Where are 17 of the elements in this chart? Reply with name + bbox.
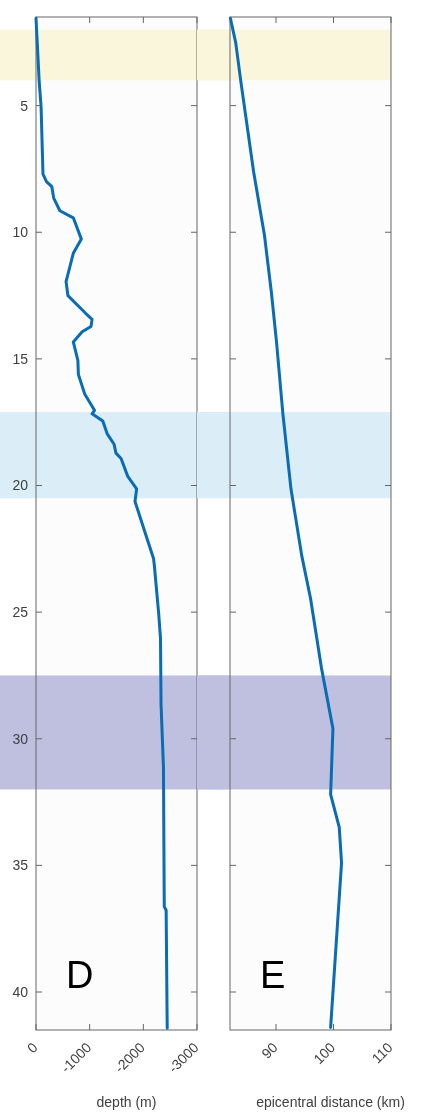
y-tick-label: 10 <box>12 224 29 241</box>
x-tick-label: 90 <box>258 1039 281 1062</box>
x-tick-label: 110 <box>368 1039 396 1067</box>
annotation: E <box>260 954 286 996</box>
y-tick-label: 40 <box>12 983 29 1000</box>
y-tick-label: 20 <box>12 477 29 494</box>
annotation: D <box>66 954 94 996</box>
line-series <box>34 16 169 1030</box>
y-tick-label: 15 <box>12 350 29 367</box>
y-tick-label: 25 <box>12 604 29 621</box>
x-axis-title: depth (m) <box>96 1094 157 1110</box>
y-tick-label: 35 <box>12 857 29 874</box>
y-tick-label: 5 <box>20 97 29 114</box>
x-tick-label: 100 <box>310 1039 339 1068</box>
y-tick-label: 30 <box>12 730 29 747</box>
x-tick-label: 0 <box>23 1039 41 1057</box>
x-axis-title: epicentral distance (km) <box>256 1094 405 1110</box>
